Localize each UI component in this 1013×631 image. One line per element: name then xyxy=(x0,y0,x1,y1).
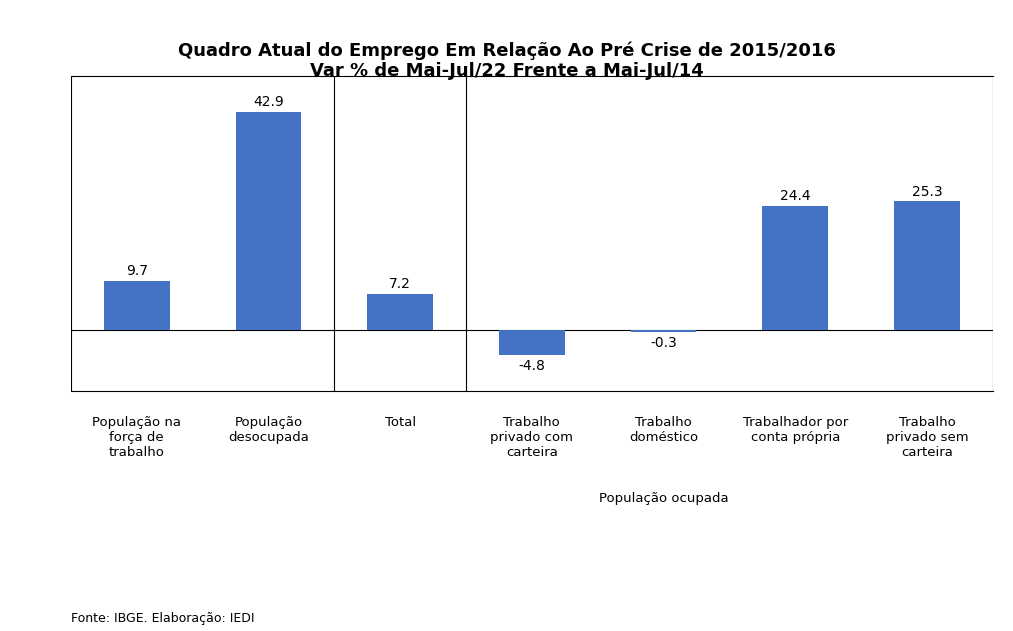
Bar xyxy=(235,112,302,330)
Text: 9.7: 9.7 xyxy=(126,264,148,278)
Text: 24.4: 24.4 xyxy=(780,189,810,203)
Text: Total: Total xyxy=(385,416,415,430)
Text: Trabalhador por
conta própria: Trabalhador por conta própria xyxy=(743,416,848,444)
Text: 7.2: 7.2 xyxy=(389,277,411,291)
Text: Fonte: IBGE. Elaboração: IEDI: Fonte: IBGE. Elaboração: IEDI xyxy=(71,611,254,625)
Bar xyxy=(499,330,565,355)
Text: População na
força de
trabalho: População na força de trabalho xyxy=(92,416,181,459)
Text: 25.3: 25.3 xyxy=(912,185,942,199)
Text: 42.9: 42.9 xyxy=(253,95,284,109)
Text: Trabalho
privado sem
carteira: Trabalho privado sem carteira xyxy=(885,416,968,459)
Text: Trabalho
privado com
carteira: Trabalho privado com carteira xyxy=(490,416,573,459)
Text: Quadro Atual do Emprego Em Relação Ao Pré Crise de 2015/2016
Var % de Mai-Jul/22: Quadro Atual do Emprego Em Relação Ao Pr… xyxy=(177,41,836,80)
Text: População ocupada: População ocupada xyxy=(599,492,728,505)
Bar xyxy=(104,281,170,330)
Bar xyxy=(894,201,960,330)
Text: Trabalho
doméstico: Trabalho doméstico xyxy=(629,416,698,444)
Text: População
desocupada: População desocupada xyxy=(228,416,309,444)
Bar xyxy=(368,293,434,330)
Bar xyxy=(630,330,697,332)
Text: -4.8: -4.8 xyxy=(519,358,545,373)
Text: -0.3: -0.3 xyxy=(650,336,677,350)
Bar xyxy=(763,206,829,330)
